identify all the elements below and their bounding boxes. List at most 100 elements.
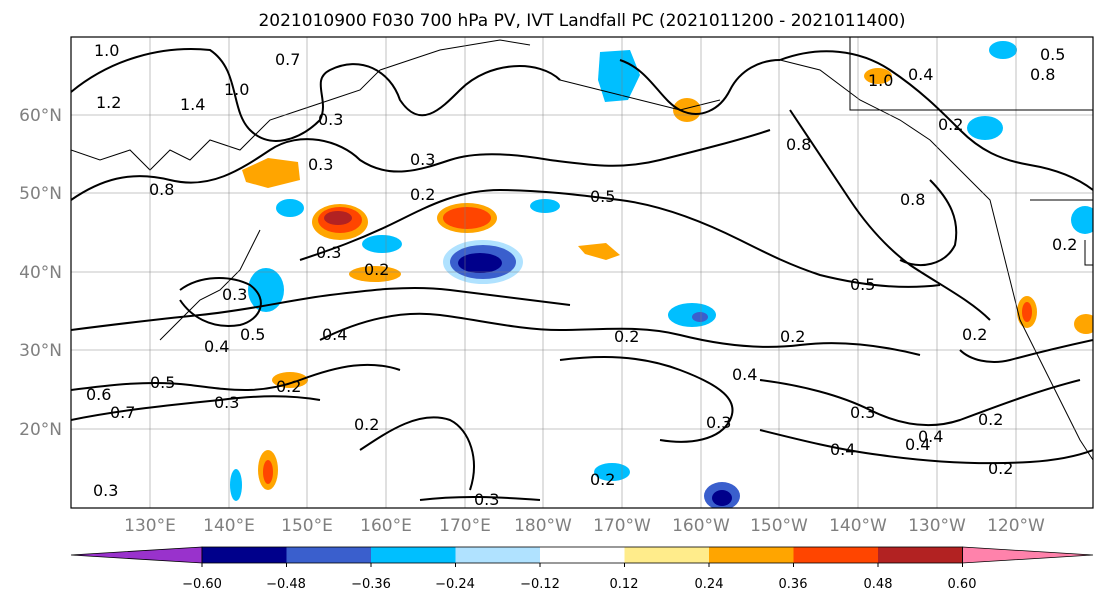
shade-negative <box>530 199 560 213</box>
shade-positive <box>263 460 273 484</box>
colorbar-tick: −0.60 <box>182 577 222 592</box>
colorbar-extend-left <box>70 546 203 564</box>
contour-label: 0.3 <box>93 481 118 500</box>
contour-label: 0.2 <box>780 327 805 346</box>
shade-negative <box>1071 206 1093 234</box>
shade-negative <box>230 469 242 501</box>
shade-negative <box>248 268 284 312</box>
lon-label: 170°E <box>439 516 491 536</box>
contour-label: 0.3 <box>850 403 875 422</box>
colorbar-tick: −0.24 <box>435 577 475 592</box>
contour-label: 0.2 <box>364 260 389 279</box>
lat-label: 50°N <box>19 184 62 204</box>
lat-label: 40°N <box>19 263 62 283</box>
contour-label: 0.3 <box>410 150 435 169</box>
shade-positive <box>349 266 401 282</box>
shade-negative <box>362 235 402 253</box>
pv-contour <box>559 356 734 443</box>
colorbar-extend-right <box>962 546 1094 564</box>
shade-positive <box>443 207 491 229</box>
contour-label: 0.2 <box>590 470 615 489</box>
colorbar-segment <box>202 547 287 563</box>
pv-contour <box>71 129 771 201</box>
contour-label: 0.4 <box>905 435 930 454</box>
colorbar-tick: 0.60 <box>948 577 977 592</box>
contour-label: 0.2 <box>1052 235 1077 254</box>
colorbar-segment <box>878 547 963 563</box>
contour-label: 0.2 <box>978 410 1003 429</box>
contour-label: 1.0 <box>868 71 893 90</box>
shade-negative <box>692 312 708 322</box>
contour-label: 0.3 <box>222 285 247 304</box>
region-boxes <box>849 37 1093 266</box>
colorbar-segments <box>70 546 1094 567</box>
colorbar-segment <box>286 547 371 563</box>
pv-contours <box>71 48 1093 501</box>
pv-contour <box>899 179 958 266</box>
lon-label: 150°E <box>281 516 333 536</box>
lon-label: 170°W <box>593 516 651 536</box>
pv-contour <box>71 363 401 391</box>
pv-contour <box>359 416 475 491</box>
pv-contour <box>759 379 1081 427</box>
contour-label: 0.4 <box>322 325 347 344</box>
lon-label: 160°W <box>672 516 730 536</box>
shade-negative <box>594 463 630 481</box>
shade-negative <box>967 116 1003 140</box>
lon-label: 120°W <box>987 516 1045 536</box>
contour-labels: 1.0 0.7 1.2 1.4 1.0 0.3 0.3 0.3 0.8 0.2 … <box>86 41 1077 509</box>
lon-label: 140°W <box>829 516 887 536</box>
contour-label: 0.8 <box>900 190 925 209</box>
shade-negative <box>668 303 716 327</box>
shade-positive <box>864 68 892 84</box>
pv-contour <box>779 50 1093 191</box>
coastline-aleutians <box>559 79 721 111</box>
shade-positive <box>1074 314 1093 334</box>
contour-label: 0.3 <box>214 393 239 412</box>
lon-label: 180°W <box>514 516 572 536</box>
contour-label: 0.7 <box>110 403 135 422</box>
colorbar-frame <box>201 546 963 564</box>
contour-label: 1.2 <box>96 93 121 112</box>
pv-contour <box>71 395 321 421</box>
longitude-labels: 130°E 140°E 150°E 160°E 170°E 180°W 170°… <box>124 516 1045 536</box>
shade-positive <box>272 372 308 388</box>
colorbar-tick-labels: −0.60 −0.48 −0.36 −0.24 −0.12 0.12 0.24 … <box>182 577 976 592</box>
region-box <box>849 37 1093 111</box>
contour-label: 0.2 <box>962 325 987 344</box>
shade-positive <box>324 211 352 225</box>
contour-label: 0.3 <box>474 490 499 509</box>
shade-positive <box>673 98 701 122</box>
coastline-japan <box>159 229 261 341</box>
pv-contour <box>619 59 781 115</box>
colorbar-segment <box>624 547 709 563</box>
shade-positive <box>242 158 300 188</box>
colorbar-tick: −0.36 <box>351 577 391 592</box>
pv-contour <box>759 429 1093 465</box>
colorbar-segment <box>540 547 625 563</box>
shade-negative <box>712 490 732 506</box>
contour-label: 0.4 <box>204 337 229 356</box>
contour-label: 0.2 <box>614 327 639 346</box>
lon-label: 160°E <box>360 516 412 536</box>
lon-label: 130°W <box>908 516 966 536</box>
contour-label: 0.4 <box>918 427 943 446</box>
contour-label: 0.5 <box>150 373 175 392</box>
contour-label: 0.3 <box>308 155 333 174</box>
contour-label: 0.5 <box>240 325 265 344</box>
shading-layer <box>230 41 1093 508</box>
contour-label: 1.4 <box>180 95 205 114</box>
shade-negative <box>458 253 502 273</box>
contour-label: 0.2 <box>938 115 963 134</box>
map-frame <box>70 36 1094 509</box>
pv-contour <box>789 109 991 321</box>
contour-label: 0.6 <box>86 385 111 404</box>
contour-label: 1.0 <box>224 80 249 99</box>
pv-contour <box>179 277 262 327</box>
contour-label: 0.4 <box>732 365 757 384</box>
colorbar-tick: 0.24 <box>695 577 724 592</box>
shade-positive <box>578 243 620 260</box>
colorbar-tick: 0.48 <box>864 577 893 592</box>
pv-contour <box>71 48 561 142</box>
